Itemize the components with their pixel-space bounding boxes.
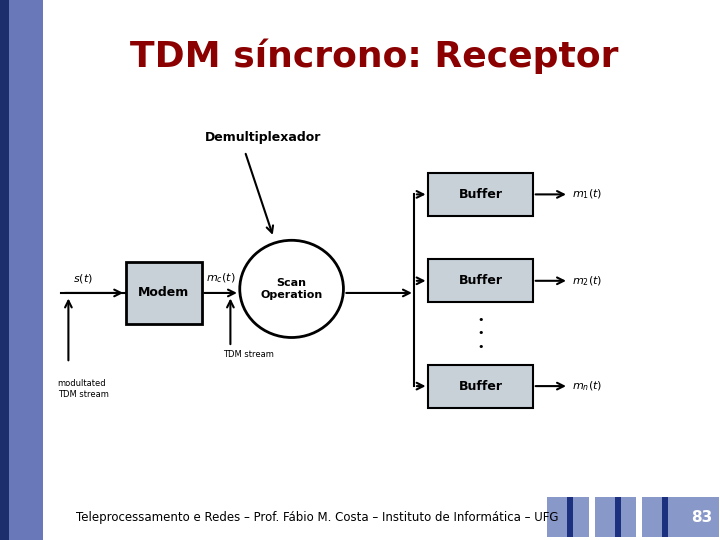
- Bar: [662, 497, 668, 537]
- Bar: [567, 497, 573, 537]
- Text: $m_1(t)$: $m_1(t)$: [572, 187, 603, 201]
- Bar: [642, 497, 691, 537]
- Bar: [428, 259, 533, 302]
- Bar: [615, 497, 621, 537]
- Text: Teleprocessamento e Redes – Prof. Fábio M. Costa – Instituto de Informática – UF: Teleprocessamento e Redes – Prof. Fábio …: [76, 510, 558, 524]
- Bar: [595, 497, 636, 537]
- Text: Buffer: Buffer: [459, 274, 503, 287]
- Text: Modem: Modem: [138, 286, 189, 300]
- Text: Buffer: Buffer: [459, 188, 503, 201]
- Text: Buffer: Buffer: [459, 380, 503, 393]
- Bar: [126, 262, 202, 324]
- Bar: [428, 173, 533, 216]
- Text: 83: 83: [690, 510, 712, 524]
- Text: $m_c(t)$: $m_c(t)$: [206, 271, 235, 285]
- Text: •: •: [477, 342, 484, 352]
- Text: TDM stream: TDM stream: [223, 350, 274, 359]
- Bar: [684, 497, 719, 537]
- Bar: [0, 0, 9, 540]
- Text: $m_2(t)$: $m_2(t)$: [572, 274, 603, 288]
- Text: $m_n(t)$: $m_n(t)$: [572, 379, 603, 393]
- Text: modultated
TDM stream: modultated TDM stream: [58, 379, 109, 399]
- Text: Demultiplexador: Demultiplexador: [205, 131, 322, 144]
- Bar: [9, 0, 43, 540]
- Text: TDM síncrono: Receptor: TDM síncrono: Receptor: [130, 39, 618, 75]
- Ellipse shape: [240, 240, 343, 338]
- Bar: [428, 364, 533, 408]
- Text: •: •: [477, 315, 484, 325]
- Text: Scan
Operation: Scan Operation: [261, 278, 323, 300]
- Text: $s(t)$: $s(t)$: [73, 272, 93, 285]
- Bar: [547, 497, 589, 537]
- Text: •: •: [477, 328, 484, 339]
